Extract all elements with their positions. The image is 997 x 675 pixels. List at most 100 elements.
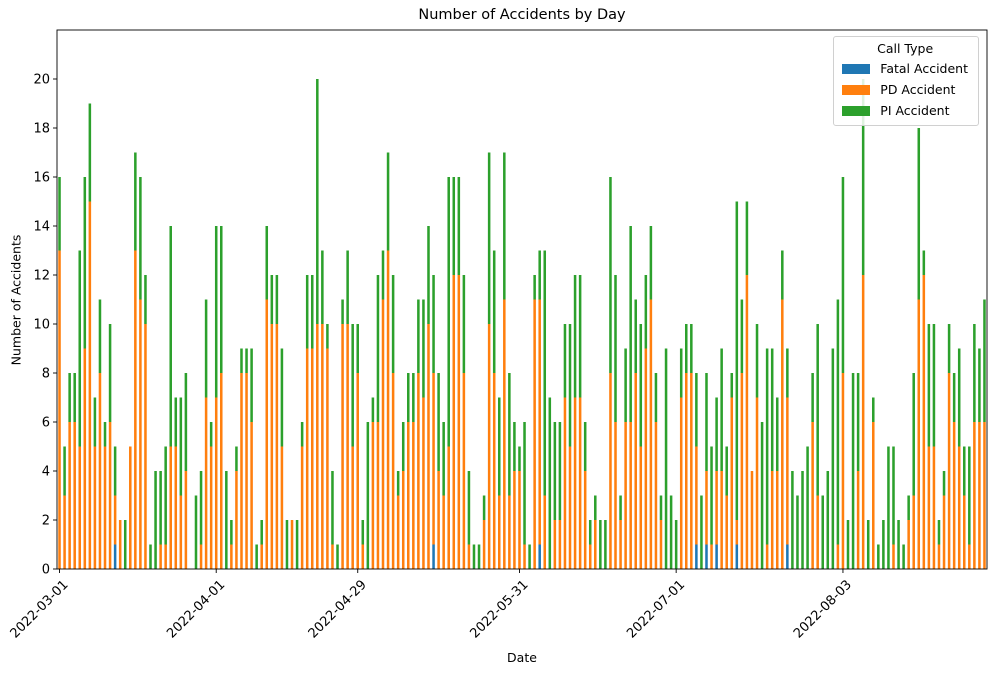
bar-segment-pi-accident bbox=[447, 177, 450, 447]
bar-segment-pi-accident bbox=[386, 152, 390, 251]
bar-segment-pi-accident bbox=[573, 275, 577, 398]
bar-segment-pi-accident bbox=[417, 299, 420, 373]
bar-segment-pi-accident bbox=[861, 79, 865, 275]
bar-segment-pi-accident bbox=[826, 471, 830, 569]
bar-segment-pi-accident bbox=[144, 275, 147, 324]
bar-segment-pd-accident bbox=[139, 299, 142, 569]
bar-segment-pd-accident bbox=[260, 544, 263, 569]
bar-segment-pd-accident bbox=[836, 544, 840, 569]
bar-segment-pi-accident bbox=[781, 250, 784, 300]
y-tick-label: 10 bbox=[33, 318, 50, 333]
legend-label-fatal: Fatal Accident bbox=[880, 61, 968, 76]
y-tick-label: 14 bbox=[33, 220, 50, 235]
bar-segment-pd-accident bbox=[184, 471, 188, 569]
bar-segment-pi-accident bbox=[396, 471, 400, 496]
bar-segment-pd-accident bbox=[326, 348, 329, 569]
bar-segment-pd-accident bbox=[73, 422, 76, 569]
bar-segment-pd-accident bbox=[932, 446, 936, 569]
bar-segment-pd-accident bbox=[952, 422, 956, 569]
x-tick-label: 2022-08-03 bbox=[791, 577, 855, 641]
bar-segment-fatal-accident bbox=[705, 544, 708, 569]
bar-segment-pd-accident bbox=[270, 324, 274, 569]
bar-segment-pi-accident bbox=[58, 177, 61, 251]
bar-segment-pi-accident bbox=[174, 397, 178, 447]
y-tick-label: 20 bbox=[33, 73, 50, 88]
y-axis-label: Number of Accidents bbox=[8, 234, 24, 366]
bar-segment-fatal-accident bbox=[786, 544, 789, 569]
bar-segment-pd-accident bbox=[220, 373, 223, 569]
bar-segment-pd-accident bbox=[417, 373, 420, 569]
bar-segment-pd-accident bbox=[457, 275, 461, 569]
bar-segment-pd-accident bbox=[407, 422, 410, 569]
bar-segment-pi-accident bbox=[225, 471, 228, 569]
bar-segment-pi-accident bbox=[775, 397, 779, 471]
bar-segment-pd-accident bbox=[983, 422, 986, 569]
bar-segment-pi-accident bbox=[381, 250, 385, 300]
bar-segment-pd-accident bbox=[280, 446, 284, 569]
x-tick-label: 2022-04-29 bbox=[306, 577, 370, 641]
bar-segment-pd-accident bbox=[735, 520, 739, 545]
bar-segment-pd-accident bbox=[422, 397, 425, 569]
bar-segment-pi-accident bbox=[664, 348, 668, 569]
bar-segment-pi-accident bbox=[194, 495, 198, 569]
bar-segment-pi-accident bbox=[659, 495, 663, 520]
bar-segment-pd-accident bbox=[63, 495, 66, 569]
bar-segment-pd-accident bbox=[937, 544, 941, 569]
bar-segment-pi-accident bbox=[695, 373, 698, 447]
bar-segment-pi-accident bbox=[654, 373, 658, 422]
bar-segment-pd-accident bbox=[917, 299, 921, 569]
bar-segment-pd-accident bbox=[129, 446, 132, 569]
bar-segment-pi-accident bbox=[316, 79, 319, 324]
bar-segment-pi-accident bbox=[841, 177, 845, 373]
bar-segment-pi-accident bbox=[902, 544, 905, 569]
legend-swatch-pi bbox=[842, 105, 871, 116]
bar-segment-pd-accident bbox=[482, 520, 486, 569]
bar-segment-pi-accident bbox=[973, 324, 976, 422]
bar-segment-pi-accident bbox=[487, 152, 491, 324]
bar-segment-pd-accident bbox=[331, 544, 334, 569]
legend-item-pi: PI Accident bbox=[842, 100, 968, 121]
bar-segment-pi-accident bbox=[68, 373, 71, 422]
bar-segment-pd-accident bbox=[710, 544, 713, 569]
bar-segment-pi-accident bbox=[770, 348, 774, 471]
bar-segment-pi-accident bbox=[523, 422, 526, 545]
bar-segment-pi-accident bbox=[366, 422, 370, 569]
bar-segment-pd-accident bbox=[88, 201, 92, 569]
bar-segment-pi-accident bbox=[199, 471, 203, 545]
bar-segment-pi-accident bbox=[113, 446, 117, 496]
bar-segment-pd-accident bbox=[609, 373, 612, 569]
bar-segment-pd-accident bbox=[103, 446, 107, 569]
bar-segment-pi-accident bbox=[735, 201, 739, 520]
bar-segment-pi-accident bbox=[629, 226, 632, 422]
bar-segment-pi-accident bbox=[361, 520, 365, 545]
bar-segment-pi-accident bbox=[270, 275, 274, 324]
bar-segment-pi-accident bbox=[503, 152, 506, 300]
bar-segment-pi-accident bbox=[831, 348, 835, 569]
bar-segment-pd-accident bbox=[518, 471, 521, 569]
bar-segment-pd-accident bbox=[624, 422, 627, 569]
bar-segment-pi-accident bbox=[295, 520, 299, 569]
bar-segment-fatal-accident bbox=[113, 544, 117, 569]
bar-segment-pi-accident bbox=[407, 373, 410, 422]
bar-segment-pd-accident bbox=[503, 299, 506, 569]
bar-segment-pd-accident bbox=[973, 422, 976, 569]
bar-segment-pi-accident bbox=[492, 250, 496, 373]
bar-segment-pd-accident bbox=[179, 495, 183, 569]
bar-segment-pi-accident bbox=[907, 495, 910, 520]
bar-segment-pi-accident bbox=[412, 373, 415, 422]
bar-segment-pd-accident bbox=[275, 324, 279, 569]
bar-segment-pd-accident bbox=[305, 348, 309, 569]
bar-segment-pi-accident bbox=[472, 544, 476, 569]
bar-segment-pi-accident bbox=[457, 177, 461, 275]
bar-segment-pi-accident bbox=[594, 495, 597, 520]
legend-swatch-fatal bbox=[842, 63, 871, 74]
bar-segment-fatal-accident bbox=[715, 544, 718, 569]
bar-segment-pi-accident bbox=[599, 520, 602, 569]
bar-segment-pd-accident bbox=[755, 397, 759, 569]
bar-segment-pd-accident bbox=[396, 495, 400, 569]
bar-segment-pi-accident bbox=[710, 446, 713, 545]
bar-segment-pd-accident bbox=[361, 544, 365, 569]
bar-segment-pd-accident bbox=[113, 495, 117, 545]
bar-segment-pi-accident bbox=[947, 324, 951, 373]
